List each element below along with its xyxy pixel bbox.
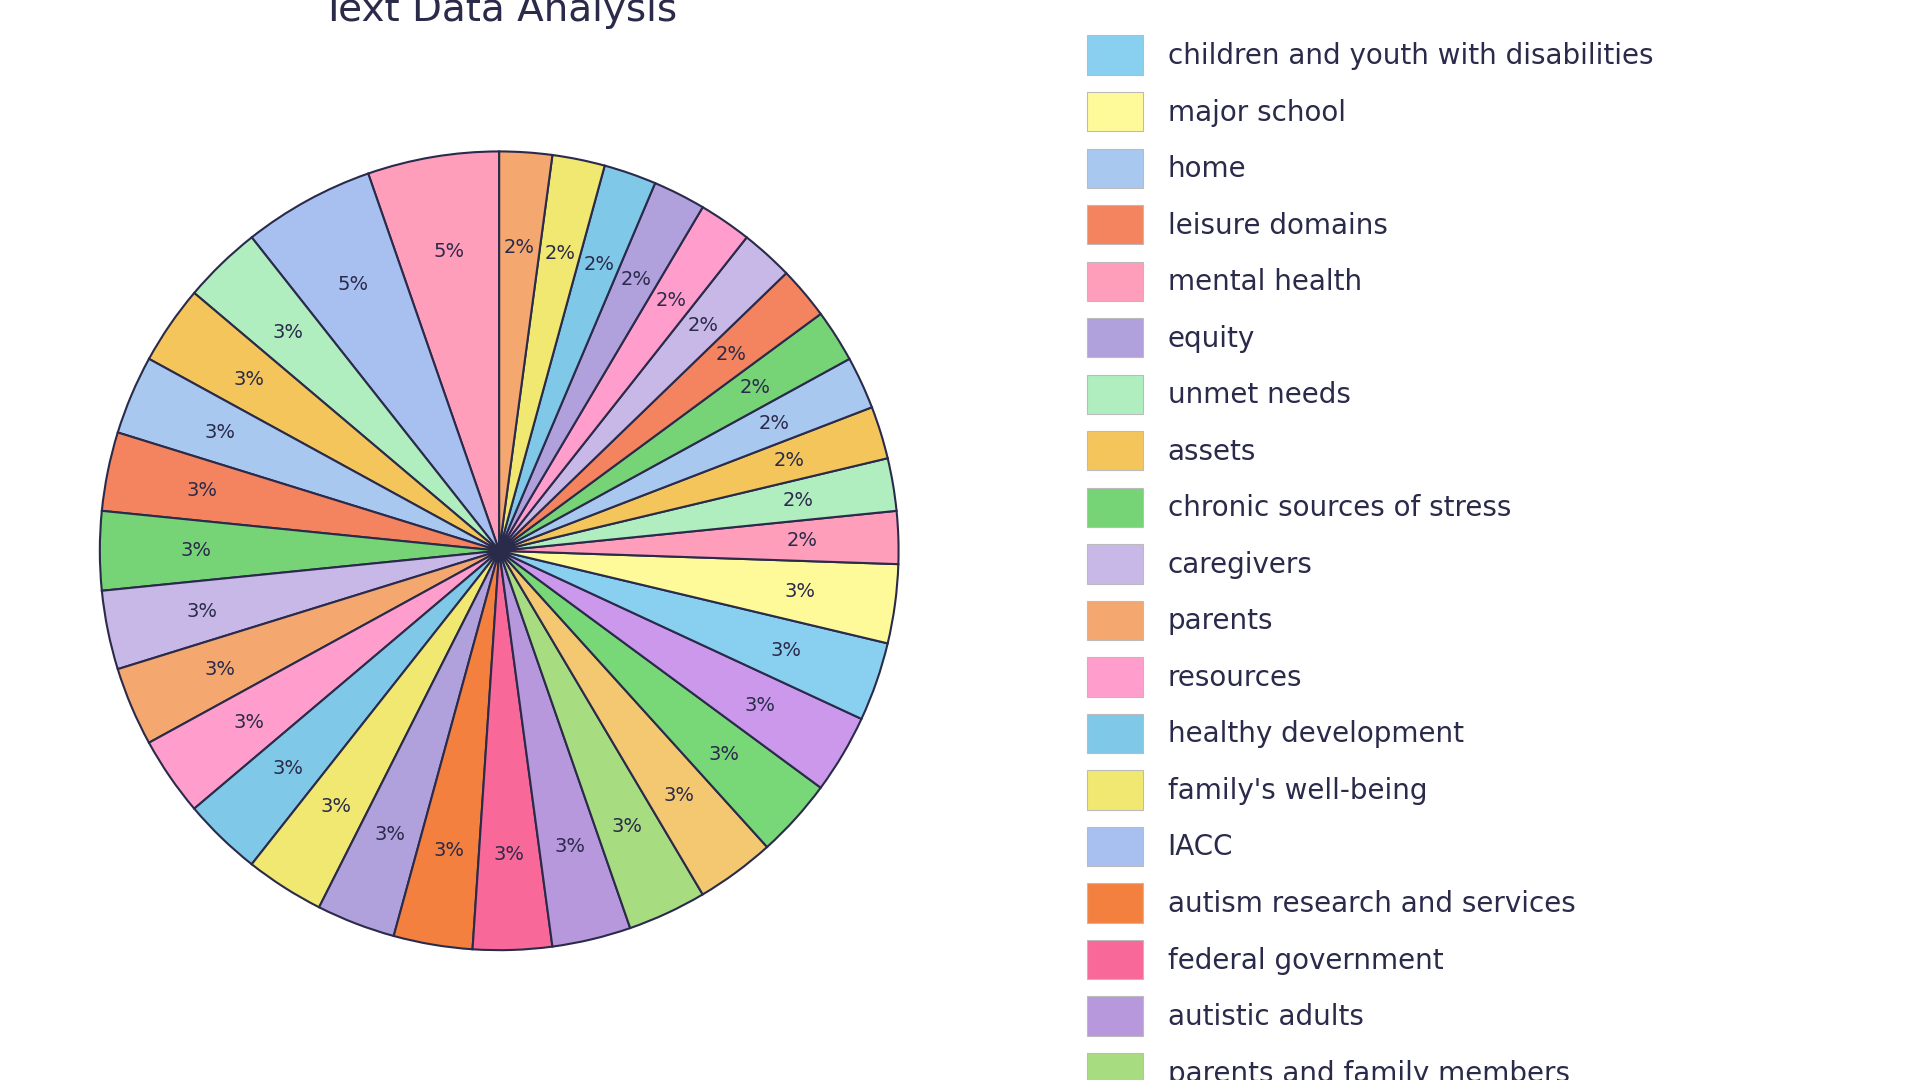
Text: 3%: 3% xyxy=(321,797,351,816)
Text: 3%: 3% xyxy=(234,713,265,732)
Wedge shape xyxy=(194,238,499,551)
Wedge shape xyxy=(369,151,499,551)
Text: 3%: 3% xyxy=(745,696,776,715)
Wedge shape xyxy=(499,551,899,644)
Text: 3%: 3% xyxy=(186,481,217,500)
Text: 3%: 3% xyxy=(770,640,801,660)
Wedge shape xyxy=(102,551,499,670)
Text: 2%: 2% xyxy=(758,414,789,433)
Text: 3%: 3% xyxy=(234,369,265,389)
Text: 3%: 3% xyxy=(555,837,586,855)
Text: 2%: 2% xyxy=(783,490,814,510)
Title: Text Data Analysis: Text Data Analysis xyxy=(321,0,678,29)
Wedge shape xyxy=(499,359,872,551)
Text: 2%: 2% xyxy=(584,255,614,273)
Wedge shape xyxy=(499,273,820,551)
Wedge shape xyxy=(499,314,849,551)
Text: 3%: 3% xyxy=(273,323,303,342)
Text: 2%: 2% xyxy=(687,316,718,335)
Wedge shape xyxy=(150,293,499,551)
Wedge shape xyxy=(499,551,862,787)
Text: 3%: 3% xyxy=(708,745,739,764)
Legend: children and youth with disabilities, major school, home, leisure domains, menta: children and youth with disabilities, ma… xyxy=(1087,36,1653,1080)
Wedge shape xyxy=(100,511,499,591)
Text: 3%: 3% xyxy=(273,759,303,779)
Text: 5%: 5% xyxy=(338,275,369,294)
Text: 2%: 2% xyxy=(787,531,818,550)
Text: 3%: 3% xyxy=(664,785,695,805)
Text: 3%: 3% xyxy=(186,602,217,621)
Wedge shape xyxy=(499,511,899,564)
Text: 2%: 2% xyxy=(503,239,536,257)
Text: 3%: 3% xyxy=(434,840,465,860)
Text: 2%: 2% xyxy=(716,346,747,364)
Wedge shape xyxy=(117,359,499,551)
Wedge shape xyxy=(499,156,605,551)
Wedge shape xyxy=(394,551,499,949)
Text: 5%: 5% xyxy=(434,242,465,261)
Wedge shape xyxy=(102,432,499,551)
Text: 3%: 3% xyxy=(611,816,643,836)
Text: 2%: 2% xyxy=(774,451,804,471)
Wedge shape xyxy=(252,551,499,907)
Text: 3%: 3% xyxy=(204,422,236,442)
Wedge shape xyxy=(499,151,553,551)
Wedge shape xyxy=(499,551,820,847)
Wedge shape xyxy=(252,174,499,551)
Text: 3%: 3% xyxy=(180,541,211,561)
Text: 2%: 2% xyxy=(739,378,770,397)
Wedge shape xyxy=(499,551,630,946)
Text: 2%: 2% xyxy=(655,292,687,310)
Wedge shape xyxy=(499,207,747,551)
Wedge shape xyxy=(499,551,887,719)
Wedge shape xyxy=(499,238,787,551)
Wedge shape xyxy=(150,551,499,809)
Wedge shape xyxy=(472,551,553,950)
Wedge shape xyxy=(499,458,897,551)
Wedge shape xyxy=(499,407,887,551)
Text: 3%: 3% xyxy=(374,824,405,843)
Wedge shape xyxy=(117,551,499,743)
Text: 2%: 2% xyxy=(620,270,651,289)
Wedge shape xyxy=(499,184,703,551)
Wedge shape xyxy=(499,165,655,551)
Text: 3%: 3% xyxy=(493,845,524,864)
Wedge shape xyxy=(499,551,703,928)
Text: 3%: 3% xyxy=(204,660,236,679)
Text: 2%: 2% xyxy=(543,244,576,262)
Wedge shape xyxy=(499,551,768,894)
Wedge shape xyxy=(319,551,499,936)
Wedge shape xyxy=(194,551,499,864)
Text: 3%: 3% xyxy=(785,582,816,600)
